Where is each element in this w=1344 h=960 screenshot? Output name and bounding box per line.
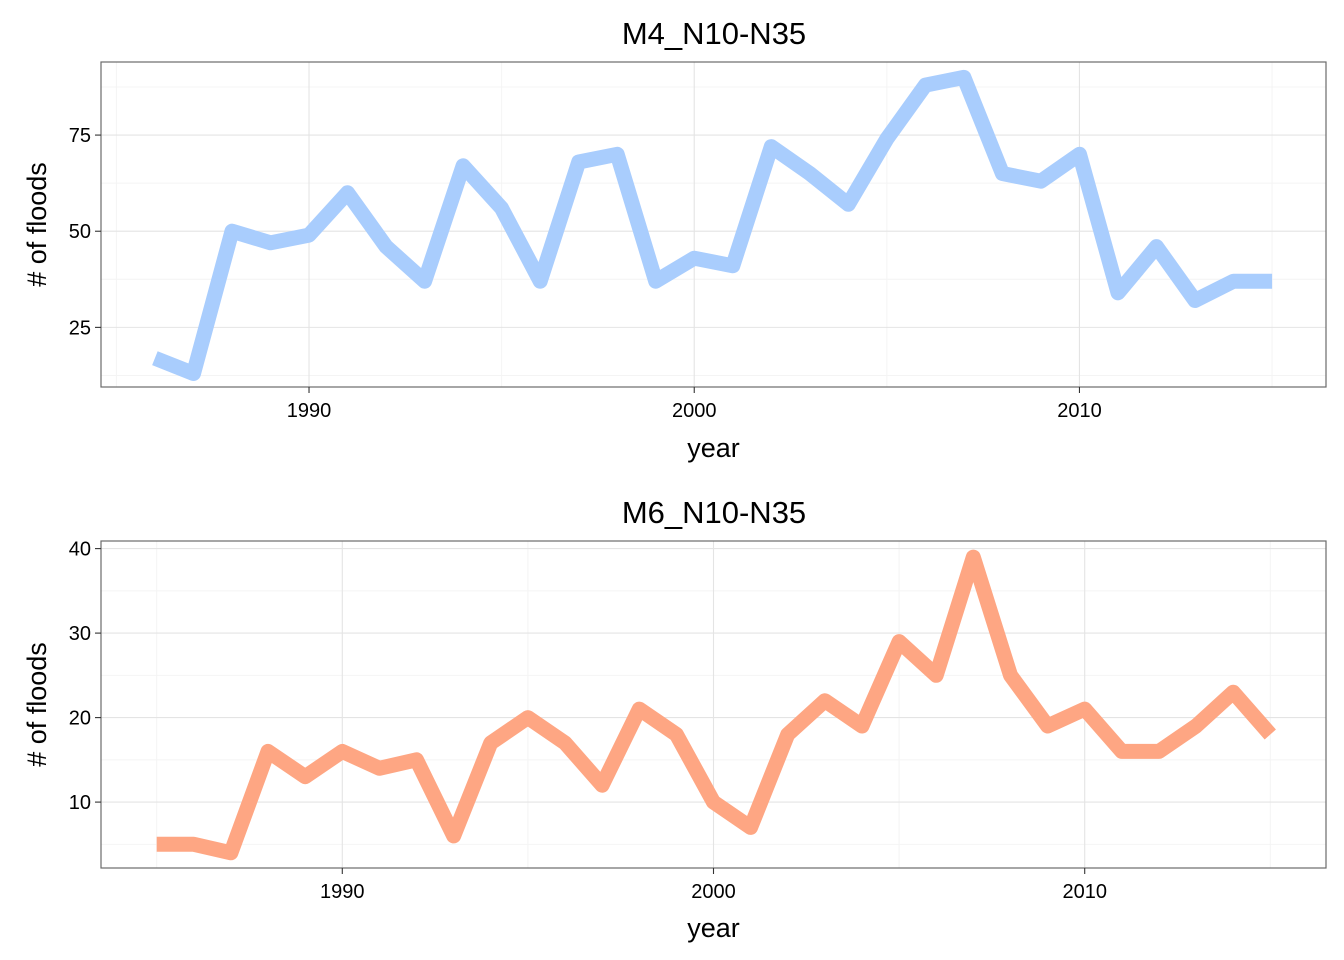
- x-tick-label: 2010: [1062, 881, 1107, 903]
- x-axis-title: year: [687, 913, 740, 943]
- x-tick-label: 2000: [691, 881, 736, 903]
- series-layer: [155, 77, 1272, 373]
- x-tick-label: 1990: [320, 881, 365, 903]
- series-line: [155, 77, 1272, 373]
- chart-title: M6_N10-N35: [622, 495, 806, 530]
- chart-title: M4_N10-N35: [622, 16, 806, 51]
- y-tick-label: 30: [69, 623, 91, 645]
- x-tick-label: 1990: [287, 400, 332, 422]
- grid: [101, 62, 1326, 387]
- y-axis-title: # of floods: [22, 162, 52, 287]
- grid: [101, 541, 1326, 868]
- y-tick-label: 20: [69, 708, 91, 730]
- x-tick-label: 2010: [1057, 400, 1102, 422]
- x-axis-title: year: [687, 433, 740, 463]
- y-tick-label: 10: [69, 792, 91, 814]
- x-tick-label: 2000: [672, 400, 717, 422]
- chart-panel-m4: M4_N10-N35 1990 2000 2010 25 50 75 year # of …: [22, 16, 1326, 463]
- y-tick-label: 40: [69, 539, 91, 561]
- y-tick-label: 50: [69, 221, 91, 243]
- y-tick-label: 25: [69, 317, 91, 339]
- y-axis-title: # of floods: [22, 642, 52, 767]
- plot-border: [101, 62, 1326, 387]
- y-tick-label: 75: [69, 125, 91, 147]
